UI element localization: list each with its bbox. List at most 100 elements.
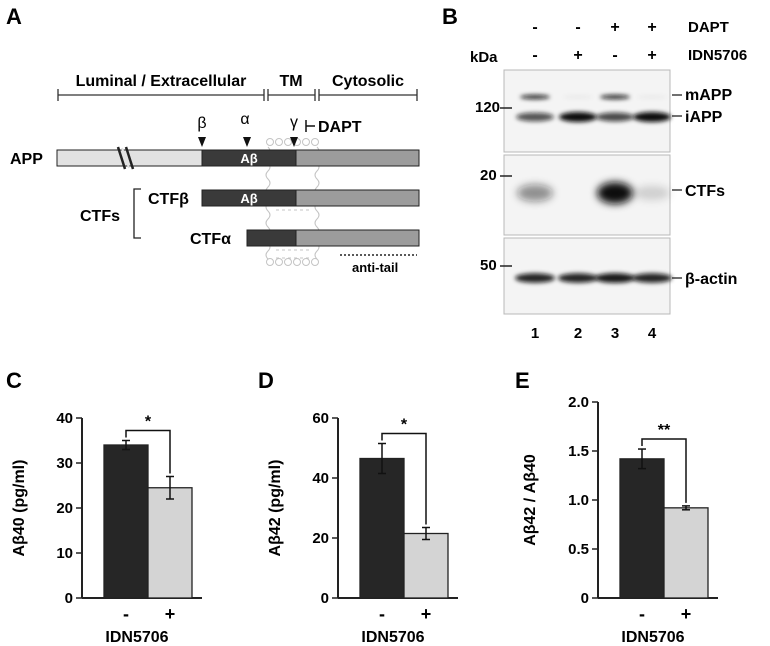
abeta-domain-label: Aβ xyxy=(240,151,257,166)
gamma-arrowhead xyxy=(290,137,298,147)
significance-marker: * xyxy=(145,414,152,431)
chart-e: E 0 0.5 1.0 1.5 2.0 Aβ42 / Aβ40 - + ** IDN5706 xyxy=(515,368,718,646)
dapt-sign: - xyxy=(575,19,580,36)
y-tick-label: 2.0 xyxy=(568,394,589,411)
chart-d: D 0 20 40 60 Aβ42 (pg/ml) - + * IDN5706 xyxy=(258,368,458,646)
iapp-band xyxy=(559,112,597,122)
idn-signs: - + - + xyxy=(532,47,656,64)
kda-label: kDa xyxy=(470,49,498,66)
gamma-site-label: γ xyxy=(290,114,298,131)
panel-b: B kDa DAPT IDN5706 - - + + - + - + 120 20 50 m… xyxy=(442,4,747,342)
y-tick-label: 0 xyxy=(581,590,589,607)
panel-letter: D xyxy=(258,368,274,393)
ctfs-bracket xyxy=(133,188,141,239)
mapp-band xyxy=(563,95,593,99)
y-tick-label: 40 xyxy=(56,410,73,427)
ctfs-band-label: CTFs xyxy=(685,183,725,200)
app-label: APP xyxy=(10,151,43,168)
alpha-arrowhead xyxy=(243,137,251,147)
x-axis-label: IDN5706 xyxy=(621,629,684,646)
region-brackets xyxy=(57,89,418,101)
ctfs-band xyxy=(634,185,670,201)
bar xyxy=(103,444,149,599)
beta-site-label: β xyxy=(197,115,206,132)
mapp-band xyxy=(520,94,550,100)
y-tick-label: 0 xyxy=(321,590,329,607)
iapp-band xyxy=(633,112,671,122)
marker-20: 20 xyxy=(480,167,497,184)
cleavage-sites: β α γ DAPT xyxy=(197,111,362,147)
y-axis-label: Aβ42 (pg/ml) xyxy=(267,460,284,557)
significance-bracket xyxy=(641,438,687,503)
iapp-label: iAPP xyxy=(685,109,723,126)
anti-tail-label: anti-tail xyxy=(352,260,398,275)
x-tick-label: + xyxy=(165,604,176,624)
y-tick-label: 1.5 xyxy=(568,443,589,460)
idn-sign: + xyxy=(573,47,582,64)
x-tick-label: + xyxy=(681,604,692,624)
inhibition-symbol xyxy=(305,120,315,132)
lane-number: 1 xyxy=(531,325,539,342)
significance-marker: * xyxy=(401,417,408,434)
mapp-band xyxy=(637,95,667,99)
dapt-row-label: DAPT xyxy=(688,19,729,36)
ctfs-band xyxy=(517,184,553,202)
ctf-alpha-label: CTFα xyxy=(190,231,231,248)
x-tick-label: - xyxy=(123,604,129,624)
lane-number: 4 xyxy=(648,325,657,342)
y-tick-label: 30 xyxy=(56,455,73,472)
y-tick-label: 60 xyxy=(312,410,329,427)
significance-marker: ** xyxy=(658,422,671,439)
y-tick-label: 20 xyxy=(56,500,73,517)
panel-letter: C xyxy=(6,368,22,393)
lane-number: 3 xyxy=(611,325,619,342)
region-cytosolic: Cytosolic xyxy=(332,73,404,90)
ctf-beta-label: CTFβ xyxy=(148,191,189,208)
ctfs-band xyxy=(597,182,633,204)
actin-label: β-actin xyxy=(685,271,737,288)
bar xyxy=(619,458,665,599)
region-luminal: Luminal / Extracellular xyxy=(76,73,247,90)
x-tick-label: - xyxy=(639,604,645,624)
lane-number: 2 xyxy=(574,325,582,342)
significance-bracket xyxy=(381,432,427,525)
dapt-sign: + xyxy=(647,19,656,36)
chart-c: C 0 10 20 30 40 Aβ40 (pg/ml) - + * IDN5706 xyxy=(6,368,202,646)
x-axis-label: IDN5706 xyxy=(361,629,424,646)
actin-band xyxy=(595,273,635,283)
y-tick-label: 40 xyxy=(312,470,329,487)
actin-band xyxy=(515,273,555,283)
y-tick-label: 0 xyxy=(65,590,73,607)
idn-sign: + xyxy=(647,47,656,64)
beta-arrowhead xyxy=(198,137,206,147)
region-tm: TM xyxy=(279,73,302,90)
panel-b-letter: B xyxy=(442,4,458,29)
ctf-alpha-protein xyxy=(246,229,420,247)
ctf-beta-abeta-label: Aβ xyxy=(240,191,257,206)
marker-50: 50 xyxy=(480,257,497,274)
actin-band xyxy=(558,273,598,283)
iapp-band xyxy=(596,112,634,122)
bar xyxy=(359,457,405,599)
idn-row-label: IDN5706 xyxy=(688,47,747,64)
marker-120: 120 xyxy=(475,99,500,116)
x-tick-label: + xyxy=(421,604,432,624)
ctfs-label: CTFs xyxy=(80,208,120,225)
y-tick-label: 20 xyxy=(312,530,329,547)
blot-bands xyxy=(515,94,672,283)
dapt-sign: + xyxy=(610,19,619,36)
significance-bracket xyxy=(125,429,171,474)
idn-sign: - xyxy=(532,47,537,64)
x-axis-label: IDN5706 xyxy=(105,629,168,646)
bar-charts: C 0 10 20 30 40 Aβ40 (pg/ml) - + * IDN5706 D 0 20 40 60… xyxy=(6,368,718,646)
mapp-label: mAPP xyxy=(685,87,732,104)
x-tick-label: - xyxy=(379,604,385,624)
ctf-beta-protein xyxy=(201,189,420,207)
panel-a: A Luminal / Extracellular TM Cytosolic A… xyxy=(6,4,420,275)
blot-app xyxy=(503,69,671,153)
panel-letter: E xyxy=(515,368,530,393)
app-protein xyxy=(56,146,420,170)
y-axis-label: Aβ42 / Aβ40 xyxy=(522,454,539,546)
dapt-sign: - xyxy=(532,19,537,36)
